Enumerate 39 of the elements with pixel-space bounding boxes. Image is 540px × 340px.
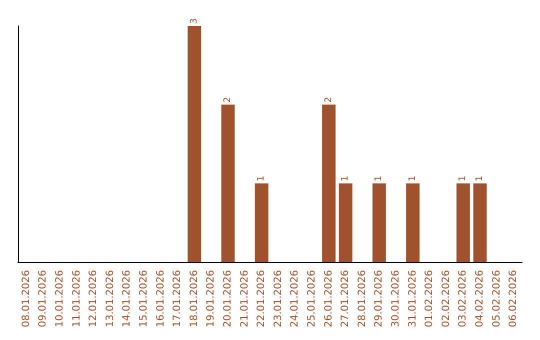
data-label: 1 [340, 176, 351, 182]
data-label: 2 [324, 96, 334, 103]
x-tick-label: 15.01.2026 [138, 270, 150, 328]
data-label: 1 [256, 176, 267, 182]
data-label: 1 [458, 176, 468, 182]
data-label: 3 [189, 18, 200, 24]
x-tick-label: 29.01.2026 [374, 270, 385, 328]
x-tick-label: 11.01.2026 [71, 270, 82, 328]
x-tick-label: 24.01.2026 [290, 270, 301, 328]
x-tick-label: 02.02.2026 [440, 270, 452, 328]
x-tick-label: 10.01.2026 [54, 270, 66, 328]
x-tick-label: 23.01.2026 [272, 270, 284, 328]
x-tick-label: 26.01.2026 [323, 270, 334, 328]
x-tick-label: 20.01.2026 [222, 270, 234, 328]
x-tick-label: 22.01.2026 [256, 270, 268, 328]
x-tick-label: 18.01.2026 [188, 270, 200, 328]
x-tick-label: 14.01.2026 [122, 270, 133, 328]
data-label: 2 [223, 96, 233, 103]
x-tick-label: 17.01.2026 [172, 270, 184, 328]
x-tick-label: 13.01.2026 [104, 270, 116, 328]
data-label: 1 [374, 176, 384, 182]
data-label: 1 [408, 176, 418, 182]
x-tick-label: 06.02.2026 [508, 270, 520, 328]
x-tick-label: 28.01.2026 [356, 270, 368, 328]
x-tick-label: 25.01.2026 [306, 270, 318, 328]
x-tick-label: 08.01.2026 [20, 270, 32, 328]
x-tick-label: 01.02.2026 [424, 270, 436, 328]
data-label: 1 [475, 176, 485, 182]
x-tick-label: 03.02.2026 [458, 270, 469, 328]
x-tick-label: 30.01.2026 [390, 270, 402, 328]
x-tick-label: 12.01.2026 [88, 270, 100, 328]
x-tick-label: 27.01.2026 [340, 270, 352, 328]
x-tick-label: 09.01.2026 [38, 270, 49, 328]
x-tick-label: 16.01.2026 [155, 270, 166, 328]
x-tick-label: 19.01.2026 [206, 270, 217, 328]
x-tick-label: 05.02.2026 [491, 270, 502, 328]
x-tick-label: 21.01.2026 [239, 270, 250, 328]
x-tick-label: 31.01.2026 [407, 270, 418, 328]
x-tick-label: 04.02.2026 [474, 270, 486, 328]
